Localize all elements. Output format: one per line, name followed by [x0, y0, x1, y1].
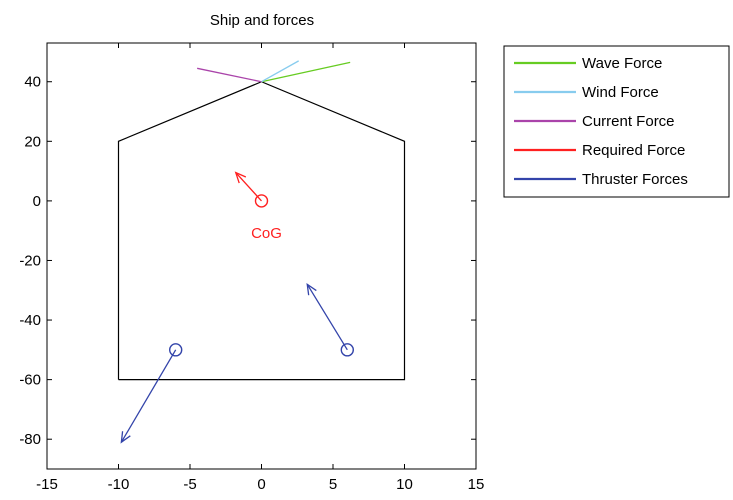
thruster-marker	[340, 343, 354, 357]
y-tick-label: 40	[24, 74, 41, 91]
thruster-forces-vector	[306, 283, 348, 351]
thruster-forces-arrowhead	[306, 282, 317, 296]
legend-label: Thruster Forces	[582, 171, 688, 188]
legend: Wave Force Wind Force Current Force Require…	[503, 45, 730, 198]
thruster-forces-arrowhead	[120, 431, 131, 444]
legend-label: Wave Force	[582, 55, 662, 72]
wave-force-vector	[261, 61, 351, 83]
x-tick-label: -5	[183, 476, 196, 493]
legend-label: Current Force	[582, 113, 675, 130]
y-tick-label: -20	[19, 252, 41, 269]
ship-outline	[117, 81, 406, 381]
chart-title: Ship and forces	[210, 12, 314, 29]
x-tick-label: 5	[329, 476, 337, 493]
cog-label: CoG	[251, 225, 282, 242]
current-force-vector	[197, 67, 262, 83]
y-tick-label: 0	[33, 193, 41, 210]
x-tick-label: -15	[36, 476, 58, 493]
legend-label: Wind Force	[582, 84, 659, 101]
y-tick-label: -60	[19, 372, 41, 389]
plot-area: -15 -10 -5 0 5 10 15 -80 -60 -40 -20 0 20 40 CoG	[19, 42, 485, 493]
x-tick-label: 15	[468, 476, 485, 493]
cog-marker	[254, 194, 269, 208]
required-force-arrowhead	[234, 171, 247, 184]
x-tick-label: 0	[257, 476, 265, 493]
y-tick-label: -80	[19, 431, 41, 448]
x-tick-label: 10	[396, 476, 413, 493]
thruster-forces-vector	[120, 349, 177, 443]
x-tick-label: -10	[108, 476, 130, 493]
y-tick-label: 20	[24, 133, 41, 150]
thruster-marker	[168, 343, 183, 357]
legend-label: Required Force	[582, 142, 685, 159]
axes-frame	[46, 42, 477, 470]
wind-force-vector	[261, 60, 299, 83]
y-tick-label: -40	[19, 312, 41, 329]
